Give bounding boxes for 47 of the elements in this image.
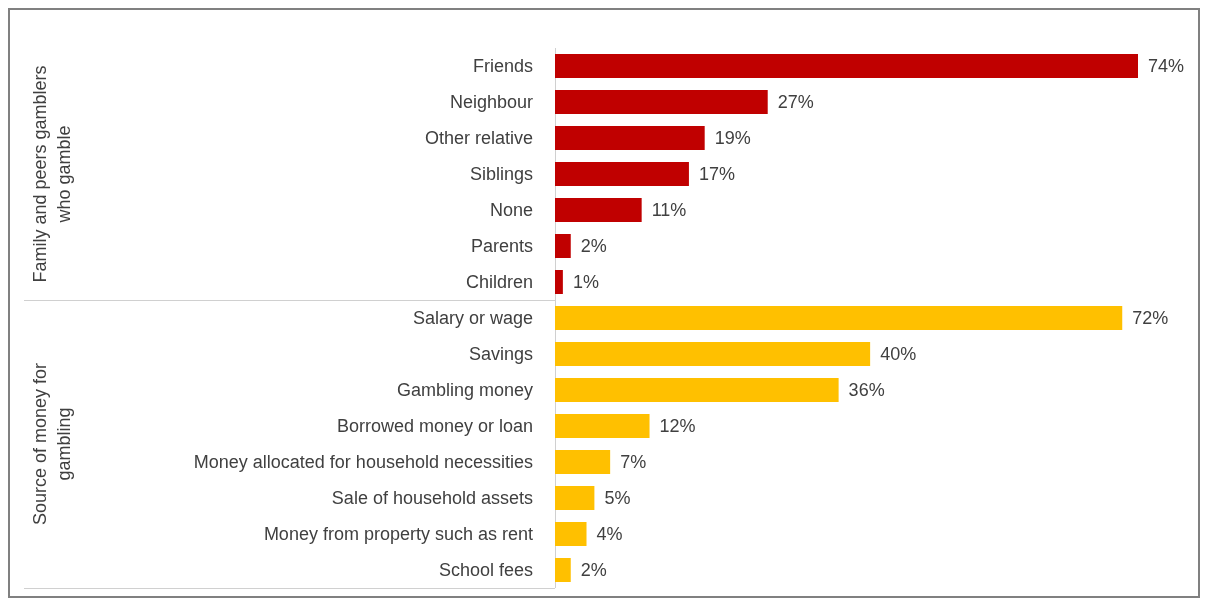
y-tick-label: Money allocated for household necessities <box>193 452 533 472</box>
bar <box>555 558 571 582</box>
y-tick-label: Sale of household assets <box>331 488 533 508</box>
y-tick-label: Siblings <box>469 164 533 184</box>
data-label: 2% <box>580 236 607 256</box>
data-label: 5% <box>604 488 631 508</box>
bar <box>555 270 563 294</box>
data-label: 40% <box>880 344 917 364</box>
y-tick-label: Other relative <box>424 128 533 148</box>
y-tick-label: Money from property such as rent <box>263 524 533 544</box>
y-tick-label: Friends <box>472 56 533 76</box>
data-label: 7% <box>620 452 647 472</box>
data-label: 11% <box>651 200 687 220</box>
bar <box>555 450 611 474</box>
y-tick-label: Savings <box>468 344 533 364</box>
data-label: 36% <box>848 380 885 400</box>
data-label: 12% <box>659 416 696 436</box>
data-label: 17% <box>698 164 735 184</box>
bar <box>555 234 571 258</box>
y-tick-label: Gambling money <box>396 380 533 400</box>
y-tick-label: None <box>489 200 533 220</box>
bar <box>555 54 1138 78</box>
y-axis-title: Source of money for gambling <box>29 361 75 528</box>
bar <box>555 522 587 546</box>
data-label: 1% <box>572 272 599 292</box>
bar <box>555 126 705 150</box>
bar <box>555 378 839 402</box>
y-tick-label: Salary or wage <box>412 308 533 328</box>
bar <box>555 306 1123 330</box>
data-label: 2% <box>580 560 607 580</box>
bar <box>555 342 871 366</box>
data-label: 19% <box>714 128 751 148</box>
y-tick-label: Parents <box>470 236 533 256</box>
data-label: 72% <box>1132 308 1169 328</box>
bar <box>555 414 650 438</box>
y-axis-title: Family and peers gamblers who gamble <box>29 64 75 284</box>
bar <box>555 198 642 222</box>
y-tick-label: Children <box>465 272 533 292</box>
bar <box>555 162 689 186</box>
y-tick-label: School fees <box>438 560 533 580</box>
data-label: 4% <box>596 524 623 544</box>
bar <box>555 90 768 114</box>
y-tick-label: Neighbour <box>449 92 533 112</box>
bar <box>555 486 595 510</box>
y-tick-label: Borrowed money or loan <box>336 416 533 436</box>
data-label: 27% <box>777 92 814 112</box>
data-label: 74% <box>1148 56 1185 76</box>
